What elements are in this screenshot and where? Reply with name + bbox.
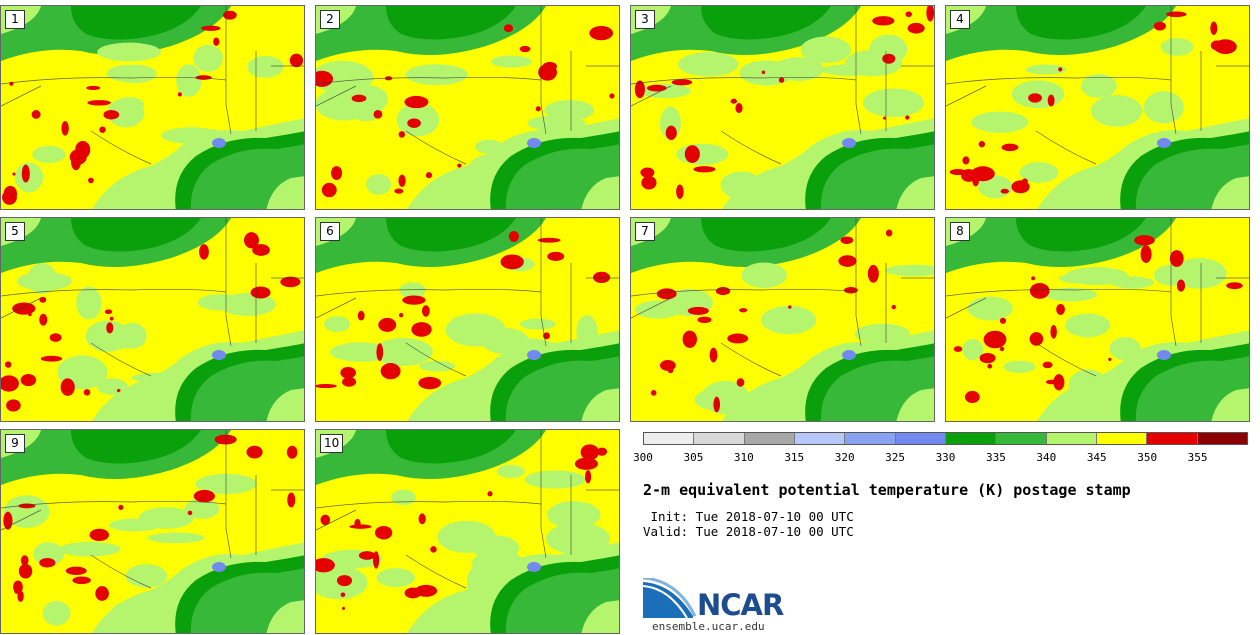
member-number: 4 [950,10,970,29]
member-number: 5 [5,222,25,241]
colorbar-segment [694,433,745,444]
stamp-member: 5 [0,217,305,422]
stamp-map [631,218,934,421]
colorbar-tick-label: 335 [985,451,1006,464]
colorbar-tick-label: 315 [784,451,805,464]
colorbar-tick-label: 355 [1187,451,1208,464]
colorbar-tick-label: 340 [1036,451,1057,464]
logo-text: NCAR [697,588,784,622]
stamp-map [316,218,619,421]
site-url: ensemble.ucar.edu [652,620,765,633]
colorbar-segment [996,433,1047,444]
member-number: 9 [5,434,25,453]
colorbar-tick-label: 350 [1137,451,1158,464]
colorbar-tick-label: 330 [935,451,956,464]
colorbar-segment [895,433,946,444]
colorbar-segment [945,433,997,444]
stamp-member: 10 [315,429,620,634]
stamp-member: 8 [945,217,1250,422]
stamp-map [946,218,1249,421]
member-number: 6 [320,222,340,241]
stamp-member: 1 [0,5,305,210]
ncar-logo-icon [643,578,697,619]
valid-time: Valid: Tue 2018-07-10 00 UTC [643,524,854,539]
colorbar-tick-label: 325 [885,451,906,464]
colorbar-tick-label: 305 [683,451,704,464]
stamp-map [946,6,1249,209]
colorbar-tick-label: 300 [633,451,653,464]
colorbar-tick-label: 345 [1086,451,1107,464]
colorbar-segment [845,433,896,444]
member-number: 2 [320,10,340,29]
colorbar-tick-label: 310 [733,451,754,464]
stamp-map [631,6,934,209]
colorbar-tick-label: 320 [834,451,855,464]
colorbar-segment [1046,433,1097,444]
stamp-map [316,430,619,633]
stamp-member: 3 [630,5,935,210]
stamp-map [316,6,619,209]
stamp-member: 9 [0,429,305,634]
stamp-map [1,6,304,209]
init-time: Init: Tue 2018-07-10 00 UTC [643,509,854,524]
stamp-member: 7 [630,217,935,422]
stamp-member: 4 [945,5,1250,210]
colorbar-segment [744,433,795,444]
stamp-map [1,218,304,421]
stamp-member: 2 [315,5,620,210]
member-number: 7 [635,222,655,241]
colorbar-segment [1096,433,1148,444]
stamp-member: 6 [315,217,620,422]
colorbar-segment [644,433,695,444]
colorbar-segment [794,433,846,444]
colorbar [643,432,1248,445]
stamp-map [1,430,304,633]
member-number: 10 [320,434,344,453]
colorbar-segment [1197,433,1247,444]
member-number: 8 [950,222,970,241]
colorbar-segment [1147,433,1198,444]
member-number: 1 [5,10,25,29]
member-number: 3 [635,10,655,29]
figure-title: 2-m equivalent potential temperature (K)… [643,481,1131,499]
